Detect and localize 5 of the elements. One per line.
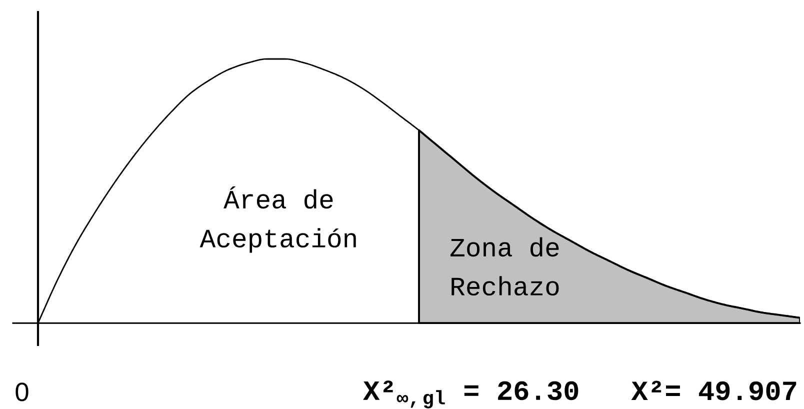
text: 0	[16, 382, 28, 402]
annotation: Zona de Rechazo	[450, 237, 559, 296]
text: X²= 49.907	[631, 380, 796, 400]
text: X²$_{∞,gl}$ = 26.30	[363, 380, 578, 408]
annotation: Área de Aceptación	[200, 186, 356, 253]
